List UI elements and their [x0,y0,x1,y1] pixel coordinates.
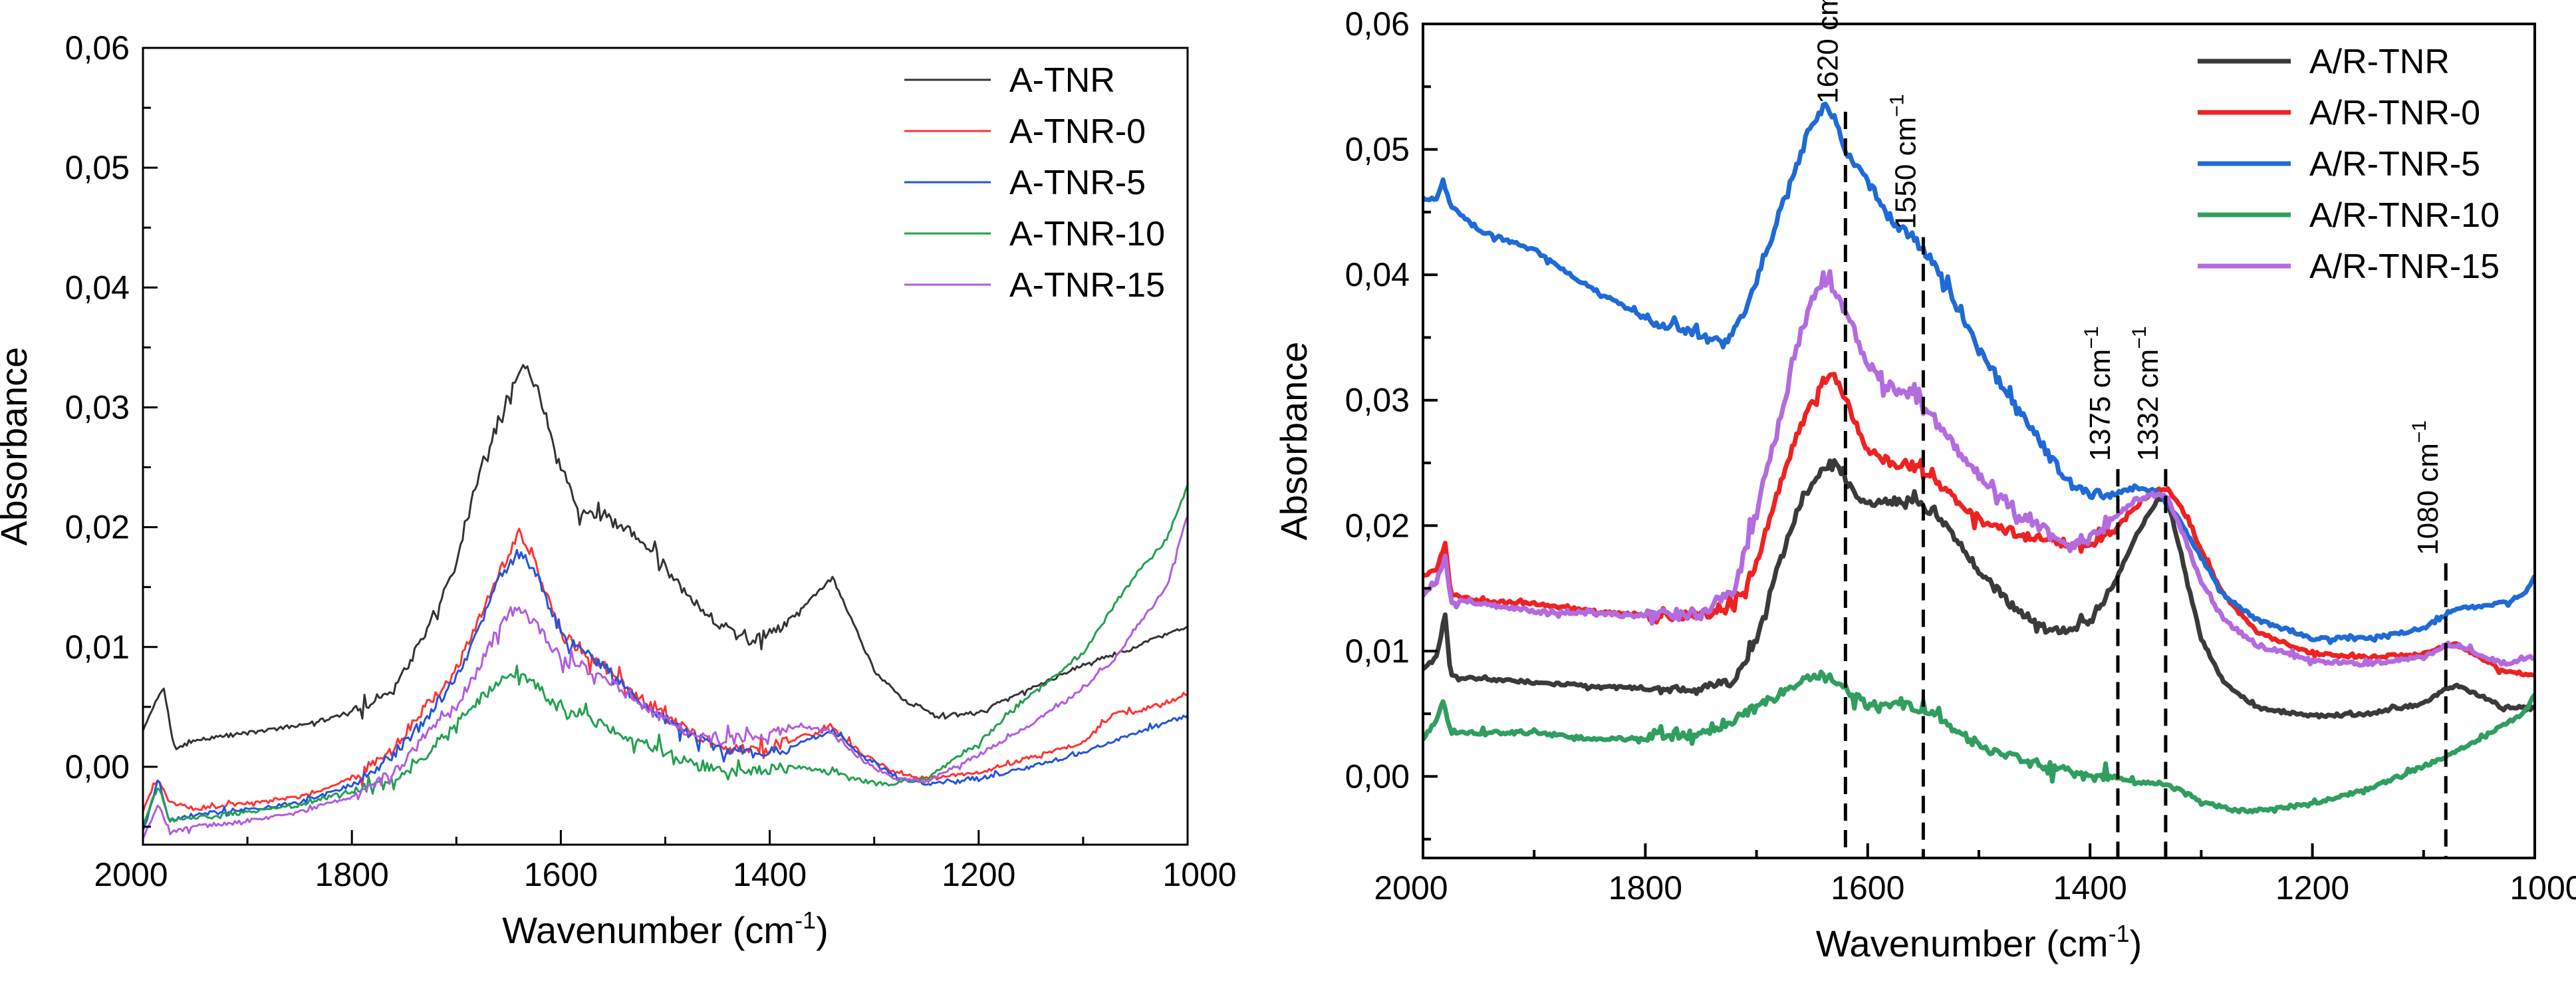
annotation-label-superscript: −1 [2081,326,2103,349]
annotation-label-superscript: −1 [1886,94,1908,117]
y-tick-label: 0,02 [65,509,130,546]
series-line-a-r-tnr-5 [1423,101,2535,645]
x-tick-label: 2000 [94,856,168,893]
series-line-a-r-tnr-0 [1423,372,2535,678]
y-axis-title: Absorbance [0,347,35,546]
annotation-label-superscript: −1 [2128,326,2150,349]
x-axis-title-main: Wavenumber (cm [502,909,795,951]
y-tick-label: 0,04 [1345,256,1410,293]
series-line-a-tnr-10 [143,484,1188,827]
annotation-label-text: 1080 cm [2412,443,2444,555]
legend-label: A/R-TNR-0 [2309,94,2480,132]
y-tick-label: 0,02 [1345,507,1410,544]
annotation-label-text: 1620 cm [1811,0,1844,104]
series-line-a-tnr-5 [143,549,1188,831]
x-tick-label: 2000 [1374,869,1448,907]
x-axis-title: Wavenumber (cm-1) [1816,920,2142,964]
legend-label: A-TNR [1009,61,1115,100]
y-tick-label: 0,03 [65,388,130,426]
legend-label: A-TNR-15 [1009,266,1165,305]
series-line-a-tnr [143,364,1188,751]
annotation-label-text: 1332 cm [2132,349,2164,462]
legend-label: A-TNR-0 [1009,112,1146,151]
y-tick-label: 0,06 [65,29,130,67]
x-tick-label: 1200 [2275,869,2349,907]
series-group [143,364,1188,839]
legend: A/R-TNR A/R-TNR-0 A/R-TNR-5 A/R-TNR-10 A/R-T… [2198,43,2500,286]
y-tick-label: 0,05 [1345,131,1410,168]
x-tick-label: 1000 [1162,856,1236,893]
legend-label: A/R-TNR-15 [2309,247,2500,286]
annotation-label-1550: 1550 cm−1 [1886,94,1922,229]
x-axis-title: Wavenumber (cm-1) [502,907,828,951]
series-line-a-r-tnr-10 [1423,669,2535,815]
x-axis-title-superscript: -1 [2109,920,2130,947]
annotation-label-1332: 1332 cm−1 [2128,326,2164,461]
x-axis-title-superscript: -1 [795,907,816,934]
x-tick-label: 1600 [1831,869,1904,907]
x-axis-title-end: ) [2130,922,2142,964]
left-chart-panel: 2000 1800 1600 1400 1200 1000 Wavenumber (cm-1… [0,29,1237,951]
x-tick-label: 1400 [2053,869,2127,907]
x-tick-label: 1400 [733,856,807,893]
legend-label: A/R-TNR-10 [2309,196,2500,235]
y-tick-label: 0,01 [65,629,130,666]
annotation-label-1080: 1080 cm−1 [2408,420,2444,555]
series-group [1423,101,2535,815]
annotation-label-text: 1550 cm [1889,117,1922,229]
y-axis-title: Absorbance [1273,342,1315,541]
y-tick-label: 0,00 [1345,758,1410,795]
annotation-label-1620: 1620 cm−1 [1808,0,1844,104]
x-axis-title-end: ) [816,909,829,951]
legend-label: A/R-TNR-5 [2309,145,2480,184]
y-tick-label: 0,06 [1345,5,1410,43]
legend-label: A-TNR-5 [1009,164,1146,202]
legend-label: A/R-TNR [2309,43,2450,81]
annotation-label-text: 1375 cm [2084,349,2117,462]
y-tick-label: 0,04 [65,269,130,306]
x-axis-title-main: Wavenumber (cm [1816,922,2109,964]
y-tick-label: 0,03 [1345,382,1410,419]
y-tick-label: 0,05 [65,149,130,186]
x-tick-label: 1800 [1609,869,1682,907]
x-tick-label: 1600 [524,856,598,893]
series-line-a-tnr-15 [143,515,1188,839]
y-tick-label: 0,00 [65,748,130,785]
legend-label: A-TNR-10 [1009,215,1165,253]
x-tick-label: 1200 [942,856,1015,893]
annotation-label-1375: 1375 cm−1 [2081,326,2117,461]
annotation-label-superscript: −1 [2408,420,2430,443]
series-line-a-r-tnr [1423,458,2535,720]
x-tick-label: 1800 [315,856,389,893]
legend: A-TNR A-TNR-0 A-TNR-5 A-TNR-10 A-TNR-15 [904,61,1165,305]
y-tick-label: 0,01 [1345,633,1410,670]
series-line-a-r-tnr-15 [1423,269,2535,668]
x-tick-label: 1000 [2510,869,2576,907]
series-line-a-tnr-0 [143,527,1188,813]
